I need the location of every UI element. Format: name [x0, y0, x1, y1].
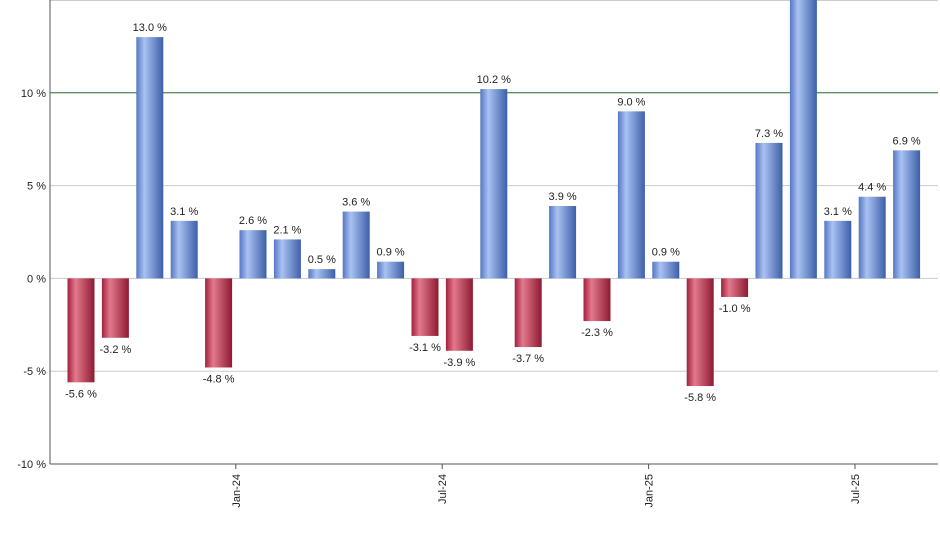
y-tick-label: 10 % — [21, 88, 46, 100]
bar — [549, 206, 577, 279]
bar — [377, 261, 405, 279]
y-tick-label: 0 % — [27, 273, 46, 285]
bar-value-label: -3.1 % — [409, 342, 441, 354]
bar — [755, 142, 783, 279]
bar-value-label: -5.8 % — [684, 392, 716, 404]
bar-value-label: -3.7 % — [512, 353, 544, 365]
bar-value-label: 3.6 % — [342, 197, 370, 209]
bar — [789, 0, 817, 279]
bar-value-label: 10.2 % — [477, 74, 511, 86]
x-tick-label: Jan-24 — [231, 474, 243, 508]
bar — [136, 37, 164, 279]
bar-value-label: 0.5 % — [308, 254, 336, 266]
y-tick-label: -10 % — [17, 459, 46, 471]
bar — [239, 230, 267, 279]
bar-value-label: 2.6 % — [239, 215, 267, 227]
bar — [308, 269, 336, 279]
bar — [652, 261, 680, 279]
y-tick-label: 5 % — [27, 181, 46, 193]
bar — [67, 278, 95, 383]
bar-value-label: -2.3 % — [581, 327, 613, 339]
bar-value-label: -4.8 % — [203, 373, 235, 385]
bar-value-label: 9.0 % — [617, 96, 645, 108]
bar — [721, 278, 749, 297]
bar — [445, 278, 473, 351]
bar — [686, 278, 714, 387]
bar-value-label: 13.0 % — [133, 22, 167, 34]
bar — [273, 239, 301, 279]
bars — [67, 0, 921, 387]
y-tick-label: -5 % — [23, 366, 46, 378]
bar — [342, 211, 370, 279]
bar — [170, 220, 198, 279]
bar-value-label: 0.9 % — [652, 247, 680, 259]
x-tick-label: Jan-25 — [644, 474, 656, 508]
bar-value-label: -1.0 % — [719, 303, 751, 315]
bar — [480, 89, 508, 279]
bar — [411, 278, 439, 336]
bar — [824, 220, 852, 279]
bar — [514, 278, 542, 348]
bar — [893, 150, 921, 279]
bar — [205, 278, 233, 368]
bar-value-label: 7.3 % — [755, 128, 783, 140]
bar-value-label: -5.6 % — [65, 388, 97, 400]
bar — [583, 278, 611, 322]
x-tick-label: Jul-24 — [437, 474, 449, 504]
bar-value-label: 0.9 % — [377, 247, 405, 259]
axes: 10 % 5 % 0 % -5 % -10 % Jan-24 Jul-24 Jan-25 Jul… — [17, 0, 938, 508]
bar — [858, 196, 886, 279]
bar-value-label: -3.2 % — [100, 344, 132, 356]
bar-value-label: -3.9 % — [444, 357, 476, 369]
bar-value-label: 3.1 % — [824, 206, 852, 218]
bar-value-label: 3.9 % — [549, 191, 577, 203]
bar-value-label: 2.1 % — [273, 224, 301, 236]
bar — [101, 278, 129, 338]
bar-value-label: 6.9 % — [893, 135, 921, 147]
x-tick-label: Jul-25 — [850, 474, 862, 504]
bar — [617, 111, 645, 279]
value-labels: -5.6 % -3.2 % 13.0 % 3.1 % -4.8 % 2.6 % 2.1 % 0… — [65, 22, 921, 404]
bar-value-label: 3.1 % — [170, 206, 198, 218]
bar-value-label: 4.4 % — [858, 182, 886, 194]
